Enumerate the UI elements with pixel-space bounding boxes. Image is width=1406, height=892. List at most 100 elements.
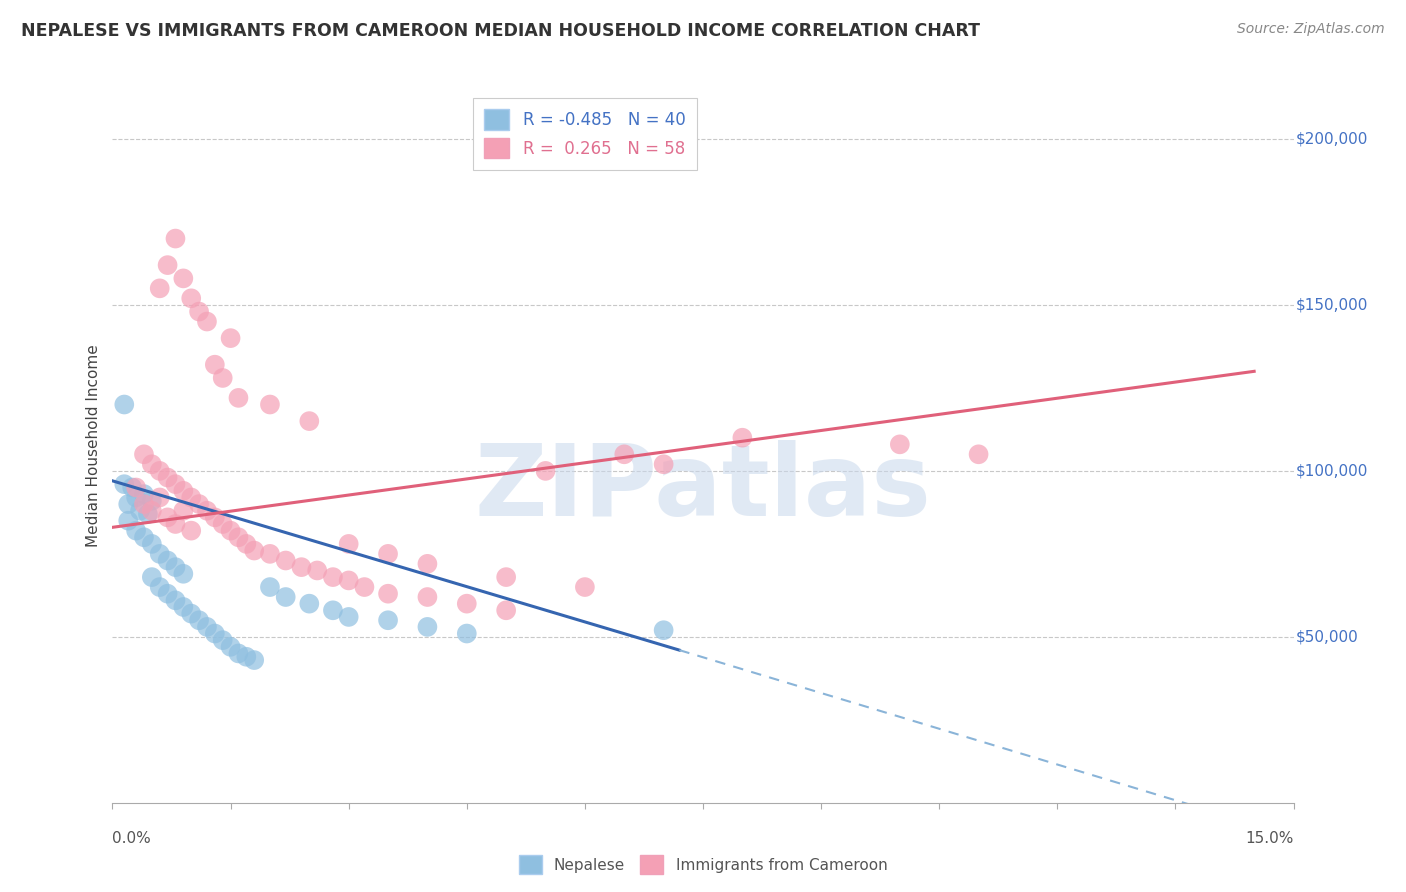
Point <box>337 574 360 588</box>
Point <box>149 491 172 505</box>
Point <box>132 497 155 511</box>
Point <box>165 477 187 491</box>
Point <box>172 483 194 498</box>
Point <box>117 514 139 528</box>
Point <box>172 599 194 614</box>
Point <box>149 547 172 561</box>
Point <box>228 647 250 661</box>
Point <box>243 653 266 667</box>
Point <box>228 530 250 544</box>
Point <box>188 613 211 627</box>
Point <box>259 547 281 561</box>
Point <box>156 470 179 484</box>
Y-axis label: Median Household Income: Median Household Income <box>86 344 101 548</box>
Point <box>228 391 250 405</box>
Point <box>141 504 163 518</box>
Point <box>125 481 148 495</box>
Point <box>141 570 163 584</box>
Point <box>274 553 297 567</box>
Point <box>165 516 187 531</box>
Point <box>290 560 312 574</box>
Point <box>337 610 360 624</box>
Point <box>112 477 135 491</box>
Point <box>652 457 675 471</box>
Point <box>156 553 179 567</box>
Point <box>180 607 202 621</box>
Point <box>172 566 194 581</box>
Point <box>211 371 233 385</box>
Point <box>211 516 233 531</box>
Point <box>322 603 344 617</box>
Point <box>129 504 152 518</box>
Point <box>188 497 211 511</box>
Point <box>456 597 478 611</box>
Text: $50,000: $50,000 <box>1296 630 1358 644</box>
Text: $200,000: $200,000 <box>1296 131 1368 146</box>
Point <box>495 570 517 584</box>
Point <box>132 530 155 544</box>
Point <box>132 447 155 461</box>
Point <box>235 537 257 551</box>
Point <box>307 564 329 578</box>
Point <box>889 437 911 451</box>
Point <box>259 397 281 411</box>
Point <box>180 491 202 505</box>
Point <box>188 304 211 318</box>
Point <box>117 497 139 511</box>
Text: Source: ZipAtlas.com: Source: ZipAtlas.com <box>1237 22 1385 37</box>
Point <box>132 487 155 501</box>
Point <box>211 633 233 648</box>
Point <box>574 580 596 594</box>
Legend: R = -0.485   N = 40, R =  0.265   N = 58: R = -0.485 N = 40, R = 0.265 N = 58 <box>472 97 697 169</box>
Point <box>172 271 194 285</box>
Point <box>156 258 179 272</box>
Text: 0.0%: 0.0% <box>112 831 152 846</box>
Point <box>416 557 439 571</box>
Point <box>195 314 218 328</box>
Point <box>180 524 202 538</box>
Point <box>125 524 148 538</box>
Point <box>235 649 257 664</box>
Point <box>416 620 439 634</box>
Point <box>195 504 218 518</box>
Point <box>967 447 990 461</box>
Point <box>731 431 754 445</box>
Text: $150,000: $150,000 <box>1296 297 1368 312</box>
Point <box>652 624 675 638</box>
Point <box>322 570 344 584</box>
Point <box>377 613 399 627</box>
Point <box>337 537 360 551</box>
Text: $100,000: $100,000 <box>1296 463 1368 478</box>
Point <box>141 537 163 551</box>
Point <box>204 358 226 372</box>
Point <box>219 331 242 345</box>
Point <box>121 481 143 495</box>
Point <box>172 504 194 518</box>
Point <box>141 457 163 471</box>
Point <box>141 493 163 508</box>
Point <box>534 464 557 478</box>
Point <box>204 510 226 524</box>
Point <box>136 507 159 521</box>
Point <box>125 491 148 505</box>
Point <box>456 626 478 640</box>
Point <box>416 590 439 604</box>
Point <box>156 587 179 601</box>
Point <box>353 580 375 594</box>
Point <box>613 447 636 461</box>
Point <box>195 620 218 634</box>
Point <box>243 543 266 558</box>
Point <box>377 587 399 601</box>
Text: NEPALESE VS IMMIGRANTS FROM CAMEROON MEDIAN HOUSEHOLD INCOME CORRELATION CHART: NEPALESE VS IMMIGRANTS FROM CAMEROON MED… <box>21 22 980 40</box>
Legend: Nepalese, Immigrants from Cameroon: Nepalese, Immigrants from Cameroon <box>513 849 893 880</box>
Point <box>180 291 202 305</box>
Point <box>149 281 172 295</box>
Point <box>165 593 187 607</box>
Point <box>377 547 399 561</box>
Point <box>274 590 297 604</box>
Point <box>495 603 517 617</box>
Point <box>165 560 187 574</box>
Point <box>298 597 321 611</box>
Point <box>149 580 172 594</box>
Point <box>219 524 242 538</box>
